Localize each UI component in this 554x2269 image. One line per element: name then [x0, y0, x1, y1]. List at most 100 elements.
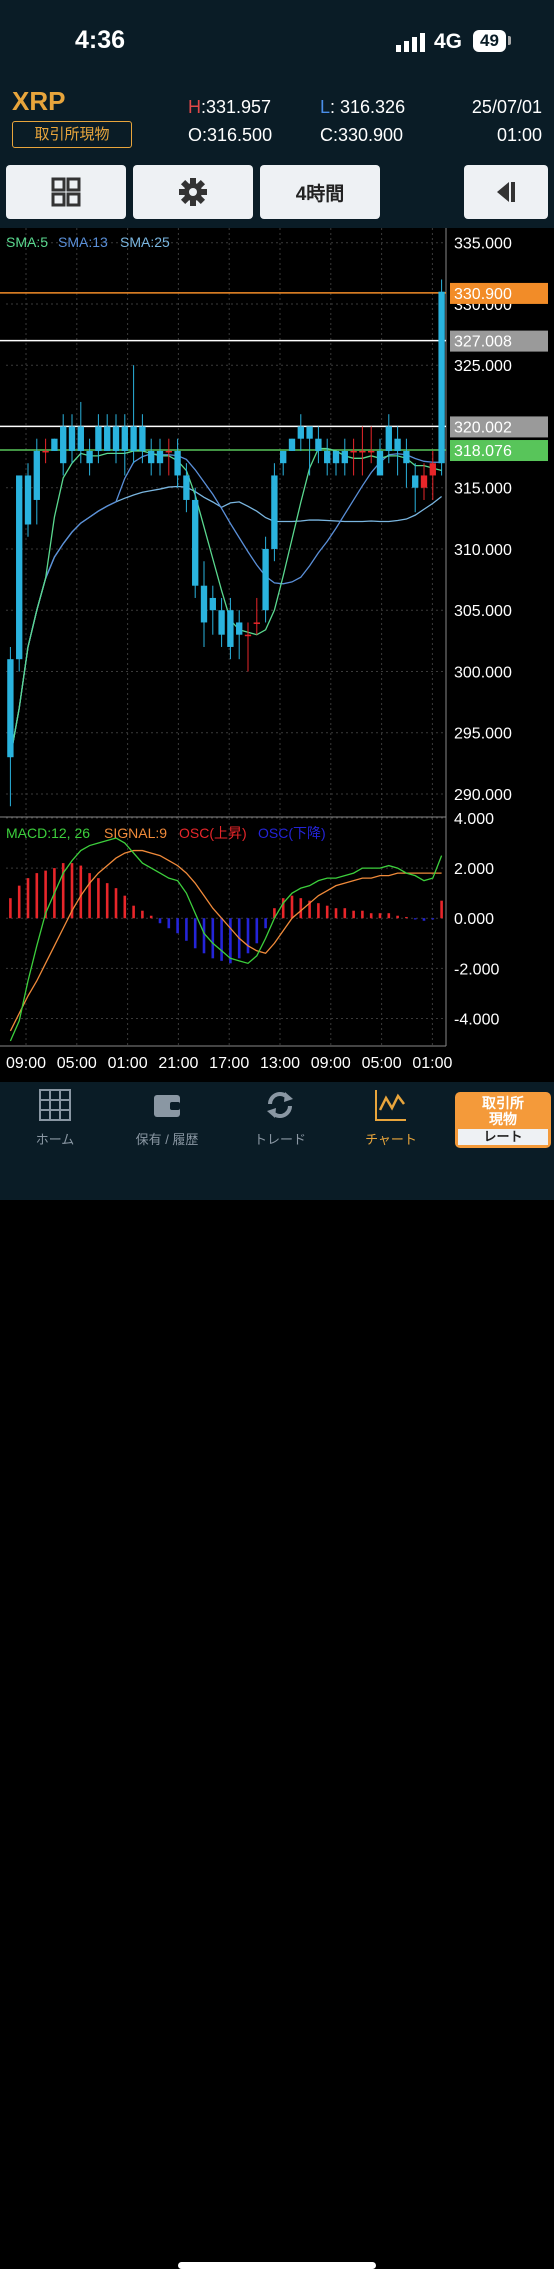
macd-legend-item: MACD:12, 26 — [6, 825, 90, 841]
tab-home[interactable]: ホーム — [10, 1088, 100, 1148]
time-tick-label: 21:00 — [158, 1055, 198, 1072]
osc-bar — [70, 863, 74, 919]
osc-bar — [9, 898, 12, 919]
bottom-tab-bar: ホーム 保有 / 履歴 トレード チャート 取引所 現物 レート — [0, 1082, 554, 2269]
rate-button-label: レート — [458, 1129, 548, 1145]
osc-bar — [246, 918, 250, 954]
candle-body — [244, 634, 252, 637]
signal-icon — [396, 33, 425, 52]
osc-bar — [396, 915, 399, 919]
candle-body — [341, 450, 348, 464]
price-tick-label: 295.000 — [454, 726, 512, 743]
sma-legend-item: SMA:5 — [6, 234, 48, 250]
grid-icon — [51, 177, 81, 207]
clock: 4:36 — [75, 26, 126, 54]
price-level-label: 327.008 — [454, 334, 512, 351]
sma-legend-item: SMA:25 — [120, 234, 170, 250]
layout-button[interactable] — [6, 165, 126, 219]
candle-body — [420, 475, 428, 488]
candle-body — [306, 426, 313, 439]
chart-toolbar: 4時間 — [0, 160, 554, 228]
time-tick-label: 01:00 — [108, 1055, 148, 1072]
osc-bar — [123, 895, 127, 919]
tab-holdings[interactable]: 保有 / 履歴 — [122, 1088, 212, 1148]
macd-tick-label: -4.000 — [454, 1011, 499, 1028]
osc-bar — [325, 905, 329, 919]
candle-body — [148, 450, 155, 464]
time-tick-label: 17:00 — [209, 1055, 249, 1072]
settings-button[interactable] — [133, 165, 253, 219]
candle-body — [95, 426, 102, 451]
candle-body — [359, 450, 366, 453]
price-tick-label: 290.000 — [454, 787, 512, 804]
candle-body — [104, 426, 111, 451]
tab-trade-label: トレード — [253, 1132, 306, 1147]
signal-line — [9, 849, 442, 1032]
osc-bar — [281, 898, 285, 919]
osc-bar — [299, 898, 303, 919]
price-level-tag — [450, 416, 548, 438]
candle-body — [350, 450, 357, 453]
osc-bar — [17, 885, 21, 919]
price-level-label: 318.076 — [454, 443, 512, 460]
symbol[interactable]: XRP — [12, 86, 66, 116]
candle-body — [77, 426, 84, 451]
collapse-button[interactable] — [464, 165, 548, 219]
collapse-left-icon — [497, 182, 515, 202]
price-level-label: 320.002 — [454, 419, 512, 436]
rate-button-market: 取引所 現物 — [482, 1095, 524, 1127]
osc-bar — [343, 908, 347, 919]
time-tick-label: 05:00 — [57, 1055, 97, 1072]
price-level-tag — [450, 282, 548, 304]
candle-body — [139, 426, 146, 451]
osc-bar — [105, 883, 109, 919]
tab-chart[interactable]: チャート — [346, 1088, 436, 1148]
osc-bar — [317, 903, 320, 919]
osc-bar — [97, 878, 100, 919]
close-label: C — [320, 125, 333, 145]
interval-button[interactable]: 4時間 — [260, 165, 380, 219]
network-type: 4G — [434, 30, 463, 53]
sma-legend-item: SMA:13 — [58, 234, 108, 250]
osc-bar — [361, 910, 364, 919]
osc-bar — [440, 900, 443, 919]
battery-icon: 49 — [473, 30, 506, 52]
market-badge[interactable]: 取引所現物 — [12, 121, 132, 148]
home-grid-icon — [39, 1089, 71, 1121]
close-value: :330.900 — [333, 125, 404, 145]
candle-body — [33, 450, 40, 500]
price-chart[interactable]: 335.000330.000325.000320.000315.000310.0… — [0, 228, 554, 1078]
wallet-icon — [154, 1095, 180, 1117]
close-price: C:330.900 — [320, 125, 403, 146]
rate-button[interactable]: 取引所 現物 レート — [455, 1092, 551, 1148]
osc-bar — [334, 908, 338, 919]
price-tick-label: 315.000 — [454, 481, 512, 498]
osc-bar — [176, 918, 179, 934]
price-tick-label: 300.000 — [454, 664, 512, 681]
sma13-line — [9, 453, 442, 758]
tab-trade[interactable]: トレード — [235, 1088, 325, 1148]
candle-body — [209, 597, 216, 611]
high-price: H:331.957 — [188, 97, 271, 118]
chart-icon — [375, 1090, 406, 1121]
candle-body — [438, 291, 445, 464]
macd-legend-item: SIGNAL:9 — [104, 825, 167, 841]
macd-legend-item: OSC(下降) — [258, 825, 326, 841]
osc-bar — [79, 865, 83, 919]
osc-bar — [308, 900, 311, 919]
home-indicator — [178, 2262, 376, 2269]
candle-body — [60, 426, 67, 464]
price-tick-label: 310.000 — [454, 542, 512, 559]
macd-tick-label: 2.000 — [454, 861, 494, 878]
osc-bar — [431, 918, 435, 920]
candle-body — [42, 450, 49, 453]
osc-bar — [158, 918, 162, 924]
sma25-line — [9, 485, 442, 758]
price-level-label: 330.900 — [454, 286, 512, 303]
osc-bar — [273, 908, 276, 919]
low-value: : 316.326 — [330, 97, 406, 117]
candle-body — [156, 450, 164, 464]
candle-body — [429, 463, 436, 476]
candle-body — [227, 610, 234, 647]
tab-home-label: ホーム — [35, 1132, 75, 1147]
